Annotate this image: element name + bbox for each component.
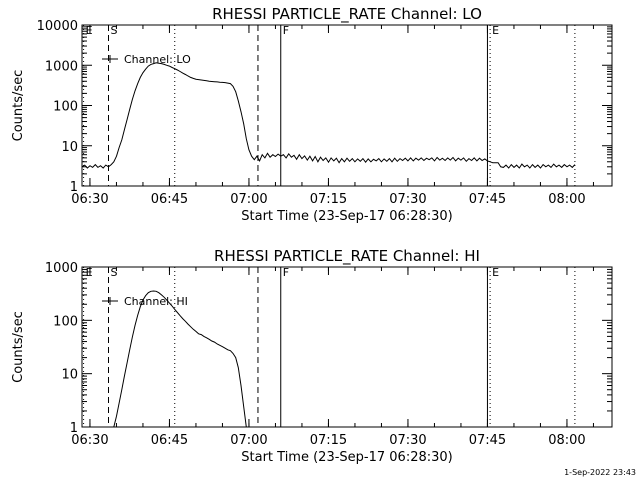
x-tick-label: 07:00: [230, 192, 267, 207]
y-tick-label: 10: [61, 368, 78, 383]
event-marker-label: F: [283, 24, 289, 37]
y-tick-label: 1: [70, 180, 78, 195]
legend-label: Channel: LO: [124, 53, 191, 66]
y-tick-label: 1000: [45, 59, 78, 74]
y-tick-label: 100: [53, 314, 78, 329]
x-tick-label: 08:00: [548, 433, 585, 448]
chart-title: RHESSI PARTICLE_RATE Channel: LO: [212, 5, 482, 24]
x-tick-label: 06:45: [151, 192, 188, 207]
x-tick-label: 06:30: [71, 192, 108, 207]
y-tick-label: 1: [70, 421, 78, 436]
x-axis-label: Start Time (23-Sep-17 06:28:30): [241, 209, 452, 224]
y-axis-label: Counts/sec: [11, 311, 26, 383]
y-axis-label: Counts/sec: [11, 70, 26, 142]
x-axis-label: Start Time (23-Sep-17 06:28:30): [241, 450, 452, 465]
y-tick-label: 1000: [45, 261, 78, 276]
y-tick-label: 10000: [37, 19, 78, 34]
event-marker-label: S: [111, 266, 118, 279]
event-marker-label: E: [492, 24, 499, 37]
event-marker-label: E: [86, 24, 93, 37]
event-marker-label: S: [111, 24, 118, 37]
y-tick-label: 10: [61, 140, 78, 155]
y-tick-label: 100: [53, 100, 78, 115]
plot-frame: [81, 24, 613, 187]
x-tick-label: 06:30: [71, 433, 108, 448]
chart-title: RHESSI PARTICLE_RATE Channel: HI: [214, 247, 480, 266]
x-tick-label: 07:15: [310, 433, 347, 448]
x-tick-label: 07:15: [310, 192, 347, 207]
event-marker-label: E: [492, 266, 499, 279]
x-tick-label: 06:45: [151, 433, 188, 448]
x-tick-label: 07:45: [469, 192, 506, 207]
series-line: [82, 62, 576, 169]
x-tick-label: 07:00: [230, 433, 267, 448]
series-line: [113, 290, 247, 427]
x-tick-label: 07:45: [469, 433, 506, 448]
event-marker-label: E: [86, 266, 93, 279]
event-marker-label: F: [283, 266, 289, 279]
legend-label: Channel: HI: [124, 295, 188, 308]
x-tick-label: 07:30: [389, 192, 426, 207]
plot-frame: [81, 266, 613, 428]
footer-timestamp: 1-Sep-2022 23:43: [564, 468, 636, 477]
hi-channel-panel: RHESSI PARTICLE_RATE Channel: HI Counts/s…: [11, 247, 613, 465]
lo-channel-panel: RHESSI PARTICLE_RATE Channel: LO Counts/s…: [11, 5, 613, 224]
x-tick-label: 07:30: [389, 433, 426, 448]
x-tick-label: 08:00: [548, 192, 585, 207]
